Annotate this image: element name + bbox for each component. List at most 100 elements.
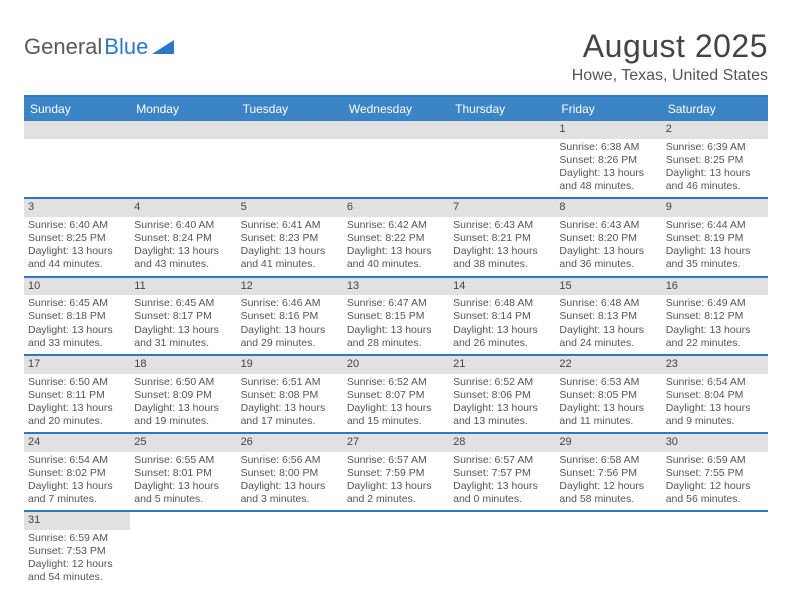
day-body	[449, 530, 555, 582]
day-cell	[237, 121, 343, 197]
day1-line: Daylight: 13 hours	[134, 245, 232, 258]
day-number: 15	[555, 278, 661, 296]
day-cell: 1Sunrise: 6:38 AMSunset: 8:26 PMDaylight…	[555, 121, 661, 197]
day1-line: Daylight: 13 hours	[241, 480, 339, 493]
day-body: Sunrise: 6:52 AMSunset: 8:07 PMDaylight:…	[343, 374, 449, 433]
day-cell	[555, 512, 661, 588]
day1-line: Daylight: 13 hours	[453, 324, 551, 337]
day-cell: 20Sunrise: 6:52 AMSunset: 8:07 PMDayligh…	[343, 356, 449, 432]
day1-line: Daylight: 13 hours	[559, 324, 657, 337]
day-number: 19	[237, 356, 343, 374]
sunrise-line: Sunrise: 6:55 AM	[134, 454, 232, 467]
sunrise-line: Sunrise: 6:54 AM	[666, 376, 764, 389]
sunset-line: Sunset: 8:25 PM	[28, 232, 126, 245]
sunset-line: Sunset: 8:01 PM	[134, 467, 232, 480]
day-cell	[237, 512, 343, 588]
sunset-line: Sunset: 7:57 PM	[453, 467, 551, 480]
day2-line: and 24 minutes.	[559, 337, 657, 350]
day-cell: 24Sunrise: 6:54 AMSunset: 8:02 PMDayligh…	[24, 434, 130, 510]
sunrise-line: Sunrise: 6:45 AM	[134, 297, 232, 310]
day-cell	[130, 512, 236, 588]
day-body: Sunrise: 6:59 AMSunset: 7:55 PMDaylight:…	[662, 452, 768, 511]
sunrise-line: Sunrise: 6:46 AM	[241, 297, 339, 310]
day-number: 13	[343, 278, 449, 296]
day-number: 24	[24, 434, 130, 452]
sunrise-line: Sunrise: 6:44 AM	[666, 219, 764, 232]
day-number: 20	[343, 356, 449, 374]
sunset-line: Sunset: 8:04 PM	[666, 389, 764, 402]
day1-line: Daylight: 13 hours	[134, 480, 232, 493]
sunset-line: Sunset: 8:20 PM	[559, 232, 657, 245]
day-header: Saturday	[662, 97, 768, 121]
day1-line: Daylight: 13 hours	[453, 245, 551, 258]
day-body: Sunrise: 6:41 AMSunset: 8:23 PMDaylight:…	[237, 217, 343, 276]
sunset-line: Sunset: 8:09 PM	[134, 389, 232, 402]
page-header: GeneralBlue August 2025 Howe, Texas, Uni…	[24, 28, 768, 85]
day1-line: Daylight: 13 hours	[28, 480, 126, 493]
logo-text-2: Blue	[104, 34, 148, 60]
week-row: 3Sunrise: 6:40 AMSunset: 8:25 PMDaylight…	[24, 199, 768, 277]
day1-line: Daylight: 13 hours	[453, 402, 551, 415]
sunrise-line: Sunrise: 6:40 AM	[134, 219, 232, 232]
day-cell: 13Sunrise: 6:47 AMSunset: 8:15 PMDayligh…	[343, 278, 449, 354]
day-header: Friday	[555, 97, 661, 121]
day-body	[343, 139, 449, 191]
day-body: Sunrise: 6:40 AMSunset: 8:25 PMDaylight:…	[24, 217, 130, 276]
sunset-line: Sunset: 8:00 PM	[241, 467, 339, 480]
day2-line: and 19 minutes.	[134, 415, 232, 428]
sunrise-line: Sunrise: 6:58 AM	[559, 454, 657, 467]
day1-line: Daylight: 13 hours	[666, 324, 764, 337]
sunrise-line: Sunrise: 6:54 AM	[28, 454, 126, 467]
day-body	[24, 139, 130, 191]
week-row: 31Sunrise: 6:59 AMSunset: 7:53 PMDayligh…	[24, 512, 768, 588]
sunrise-line: Sunrise: 6:57 AM	[347, 454, 445, 467]
sunrise-line: Sunrise: 6:59 AM	[666, 454, 764, 467]
week-row: 17Sunrise: 6:50 AMSunset: 8:11 PMDayligh…	[24, 356, 768, 434]
week-row: 10Sunrise: 6:45 AMSunset: 8:18 PMDayligh…	[24, 278, 768, 356]
sunset-line: Sunset: 8:25 PM	[666, 154, 764, 167]
day2-line: and 28 minutes.	[347, 337, 445, 350]
day-cell: 7Sunrise: 6:43 AMSunset: 8:21 PMDaylight…	[449, 199, 555, 275]
day-cell: 23Sunrise: 6:54 AMSunset: 8:04 PMDayligh…	[662, 356, 768, 432]
sunset-line: Sunset: 8:23 PM	[241, 232, 339, 245]
day1-line: Daylight: 13 hours	[241, 402, 339, 415]
sunrise-line: Sunrise: 6:49 AM	[666, 297, 764, 310]
sunset-line: Sunset: 8:07 PM	[347, 389, 445, 402]
day-number	[662, 512, 768, 530]
day-body	[555, 530, 661, 582]
day-body: Sunrise: 6:57 AMSunset: 7:59 PMDaylight:…	[343, 452, 449, 511]
day-number: 16	[662, 278, 768, 296]
day2-line: and 15 minutes.	[347, 415, 445, 428]
day-body: Sunrise: 6:53 AMSunset: 8:05 PMDaylight:…	[555, 374, 661, 433]
day-number: 18	[130, 356, 236, 374]
sunrise-line: Sunrise: 6:43 AM	[453, 219, 551, 232]
day1-line: Daylight: 13 hours	[453, 480, 551, 493]
sunset-line: Sunset: 8:21 PM	[453, 232, 551, 245]
sunrise-line: Sunrise: 6:48 AM	[559, 297, 657, 310]
day1-line: Daylight: 13 hours	[347, 245, 445, 258]
day1-line: Daylight: 13 hours	[347, 324, 445, 337]
sunset-line: Sunset: 8:17 PM	[134, 310, 232, 323]
day-number: 22	[555, 356, 661, 374]
day-cell	[24, 121, 130, 197]
sunset-line: Sunset: 8:06 PM	[453, 389, 551, 402]
day-cell: 14Sunrise: 6:48 AMSunset: 8:14 PMDayligh…	[449, 278, 555, 354]
day-number	[343, 512, 449, 530]
day-number: 27	[343, 434, 449, 452]
sunset-line: Sunset: 7:55 PM	[666, 467, 764, 480]
month-title: August 2025	[572, 28, 768, 65]
day-number	[555, 512, 661, 530]
day-cell: 4Sunrise: 6:40 AMSunset: 8:24 PMDaylight…	[130, 199, 236, 275]
day-body: Sunrise: 6:50 AMSunset: 8:11 PMDaylight:…	[24, 374, 130, 433]
day-body: Sunrise: 6:52 AMSunset: 8:06 PMDaylight:…	[449, 374, 555, 433]
sunrise-line: Sunrise: 6:52 AM	[347, 376, 445, 389]
sunrise-line: Sunrise: 6:52 AM	[453, 376, 551, 389]
sunrise-line: Sunrise: 6:42 AM	[347, 219, 445, 232]
day1-line: Daylight: 13 hours	[241, 324, 339, 337]
sunset-line: Sunset: 8:18 PM	[28, 310, 126, 323]
day-body: Sunrise: 6:50 AMSunset: 8:09 PMDaylight:…	[130, 374, 236, 433]
sunrise-line: Sunrise: 6:48 AM	[453, 297, 551, 310]
day-cell: 19Sunrise: 6:51 AMSunset: 8:08 PMDayligh…	[237, 356, 343, 432]
sunset-line: Sunset: 8:13 PM	[559, 310, 657, 323]
day2-line: and 11 minutes.	[559, 415, 657, 428]
